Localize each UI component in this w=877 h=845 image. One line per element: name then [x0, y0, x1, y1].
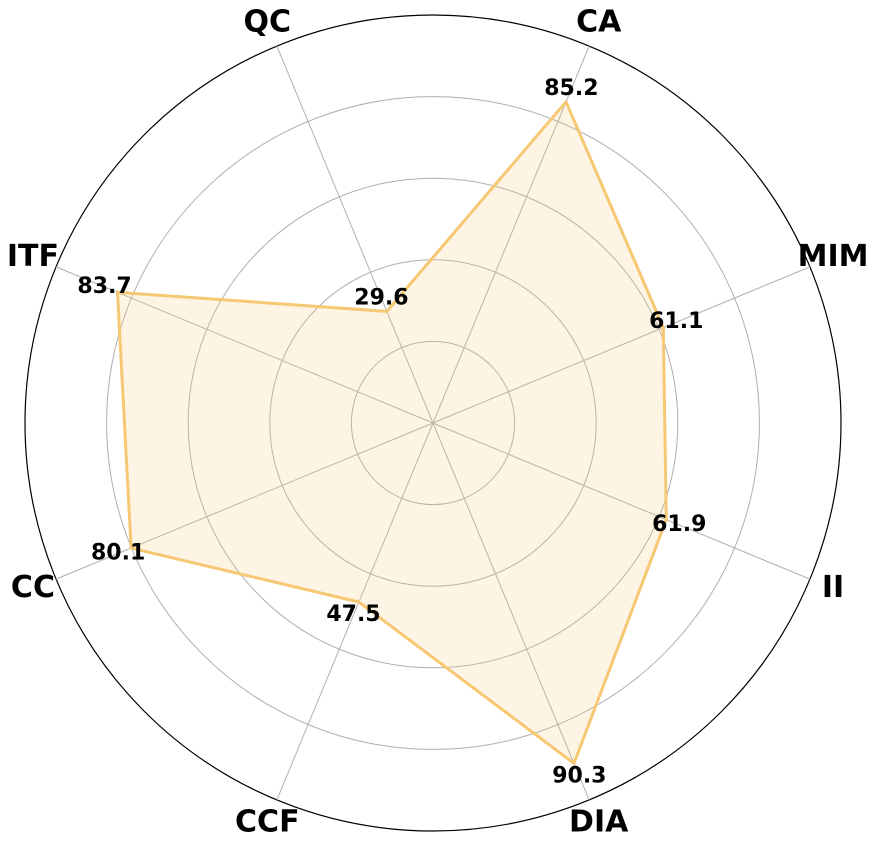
value-label: 47.5 — [326, 602, 380, 627]
outer-circle — [24, 14, 842, 832]
value-label: 80.1 — [91, 540, 145, 565]
spoke — [55, 422, 434, 580]
grid-circle — [106, 96, 760, 750]
category-label: ITF — [7, 239, 59, 274]
value-label: 61.9 — [652, 512, 706, 537]
spoke — [276, 45, 434, 424]
radar-area — [116, 100, 668, 765]
value-label: 90.3 — [552, 763, 606, 788]
grid-circle — [269, 259, 597, 587]
category-label: CA — [576, 4, 622, 39]
category-label: DIA — [569, 805, 629, 840]
value-label: 85.2 — [544, 76, 598, 101]
category-label: MIM — [798, 239, 869, 274]
spoke — [432, 422, 590, 801]
category-label: II — [822, 570, 844, 605]
value-label: 61.1 — [649, 309, 703, 334]
value-label: 29.6 — [354, 285, 408, 310]
value-label: 83.7 — [77, 274, 131, 299]
spoke — [276, 422, 434, 801]
category-label: CC — [11, 570, 55, 605]
spoke — [432, 422, 811, 580]
grid-circle — [187, 177, 679, 669]
category-label: QC — [244, 4, 292, 39]
spoke — [432, 266, 811, 424]
grid-circle — [350, 340, 516, 506]
category-label: CCF — [235, 805, 300, 840]
spoke — [432, 45, 590, 424]
